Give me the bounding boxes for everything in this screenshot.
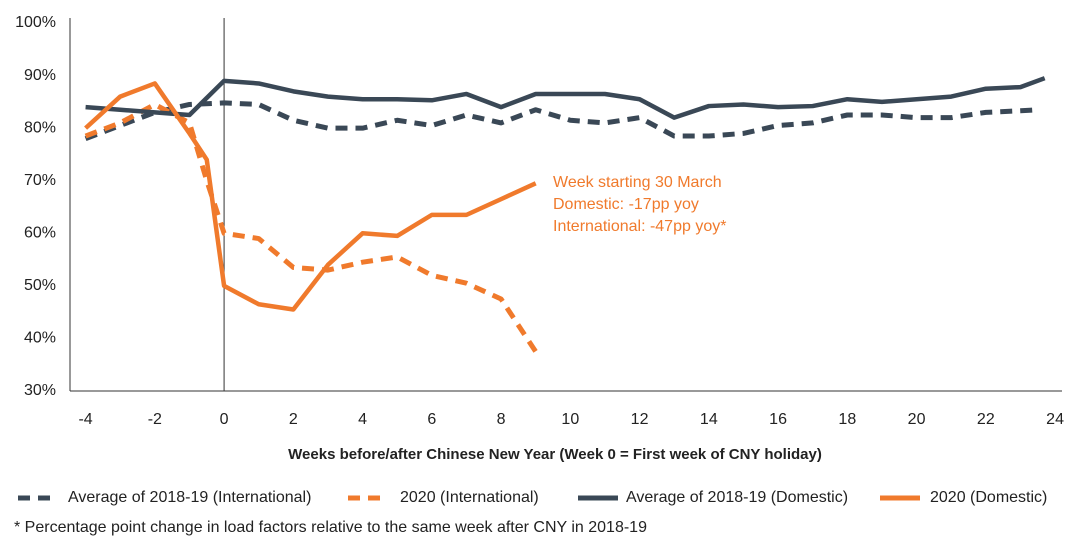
x-axis-title: Weeks before/after Chinese New Year (Wee… bbox=[288, 446, 822, 463]
legend-label: 2020 (Domestic) bbox=[930, 489, 1047, 506]
x-tick-label: -2 bbox=[148, 411, 162, 428]
annotation: International: -47pp yoy* bbox=[553, 218, 726, 235]
x-tick-label: 12 bbox=[631, 411, 649, 428]
y-tick-label: 40% bbox=[24, 330, 56, 347]
x-tick-label: 4 bbox=[358, 411, 367, 428]
x-tick-label: 24 bbox=[1046, 411, 1064, 428]
y-tick-label: 70% bbox=[24, 172, 56, 189]
series-line bbox=[84, 101, 538, 353]
x-tick-label: 2 bbox=[289, 411, 298, 428]
series-line bbox=[84, 81, 537, 312]
x-tick-label: 20 bbox=[908, 411, 926, 428]
x-tick-label: 6 bbox=[427, 411, 436, 428]
y-tick-label: 90% bbox=[24, 67, 56, 84]
y-tick-label: 60% bbox=[24, 225, 56, 242]
annotation: Domestic: -17pp yoy bbox=[553, 196, 699, 213]
y-tick-label: 100% bbox=[15, 14, 56, 31]
x-tick-label: 16 bbox=[769, 411, 787, 428]
annotation: Week starting 30 March bbox=[553, 174, 722, 191]
legend-label: 2020 (International) bbox=[400, 489, 539, 506]
x-tick-label: 18 bbox=[838, 411, 856, 428]
x-tick-label: 22 bbox=[977, 411, 995, 428]
x-tick-label: 8 bbox=[497, 411, 506, 428]
series-line bbox=[84, 100, 1038, 141]
footnote: * Percentage point change in load factor… bbox=[14, 519, 647, 536]
x-tick-label: 0 bbox=[220, 411, 229, 428]
x-tick-label: 14 bbox=[700, 411, 718, 428]
y-tick-label: 30% bbox=[24, 382, 56, 399]
series-line bbox=[85, 76, 1046, 120]
legend-label: Average of 2018-19 (International) bbox=[68, 489, 311, 506]
legend-label: Average of 2018-19 (Domestic) bbox=[626, 489, 848, 506]
y-tick-label: 80% bbox=[24, 119, 56, 136]
x-tick-label: 10 bbox=[561, 411, 579, 428]
x-tick-label: -4 bbox=[78, 411, 92, 428]
y-tick-label: 50% bbox=[24, 277, 56, 294]
